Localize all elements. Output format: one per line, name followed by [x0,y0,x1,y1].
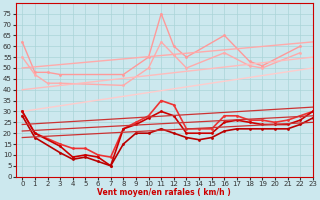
X-axis label: Vent moyen/en rafales ( km/h ): Vent moyen/en rafales ( km/h ) [98,188,231,197]
